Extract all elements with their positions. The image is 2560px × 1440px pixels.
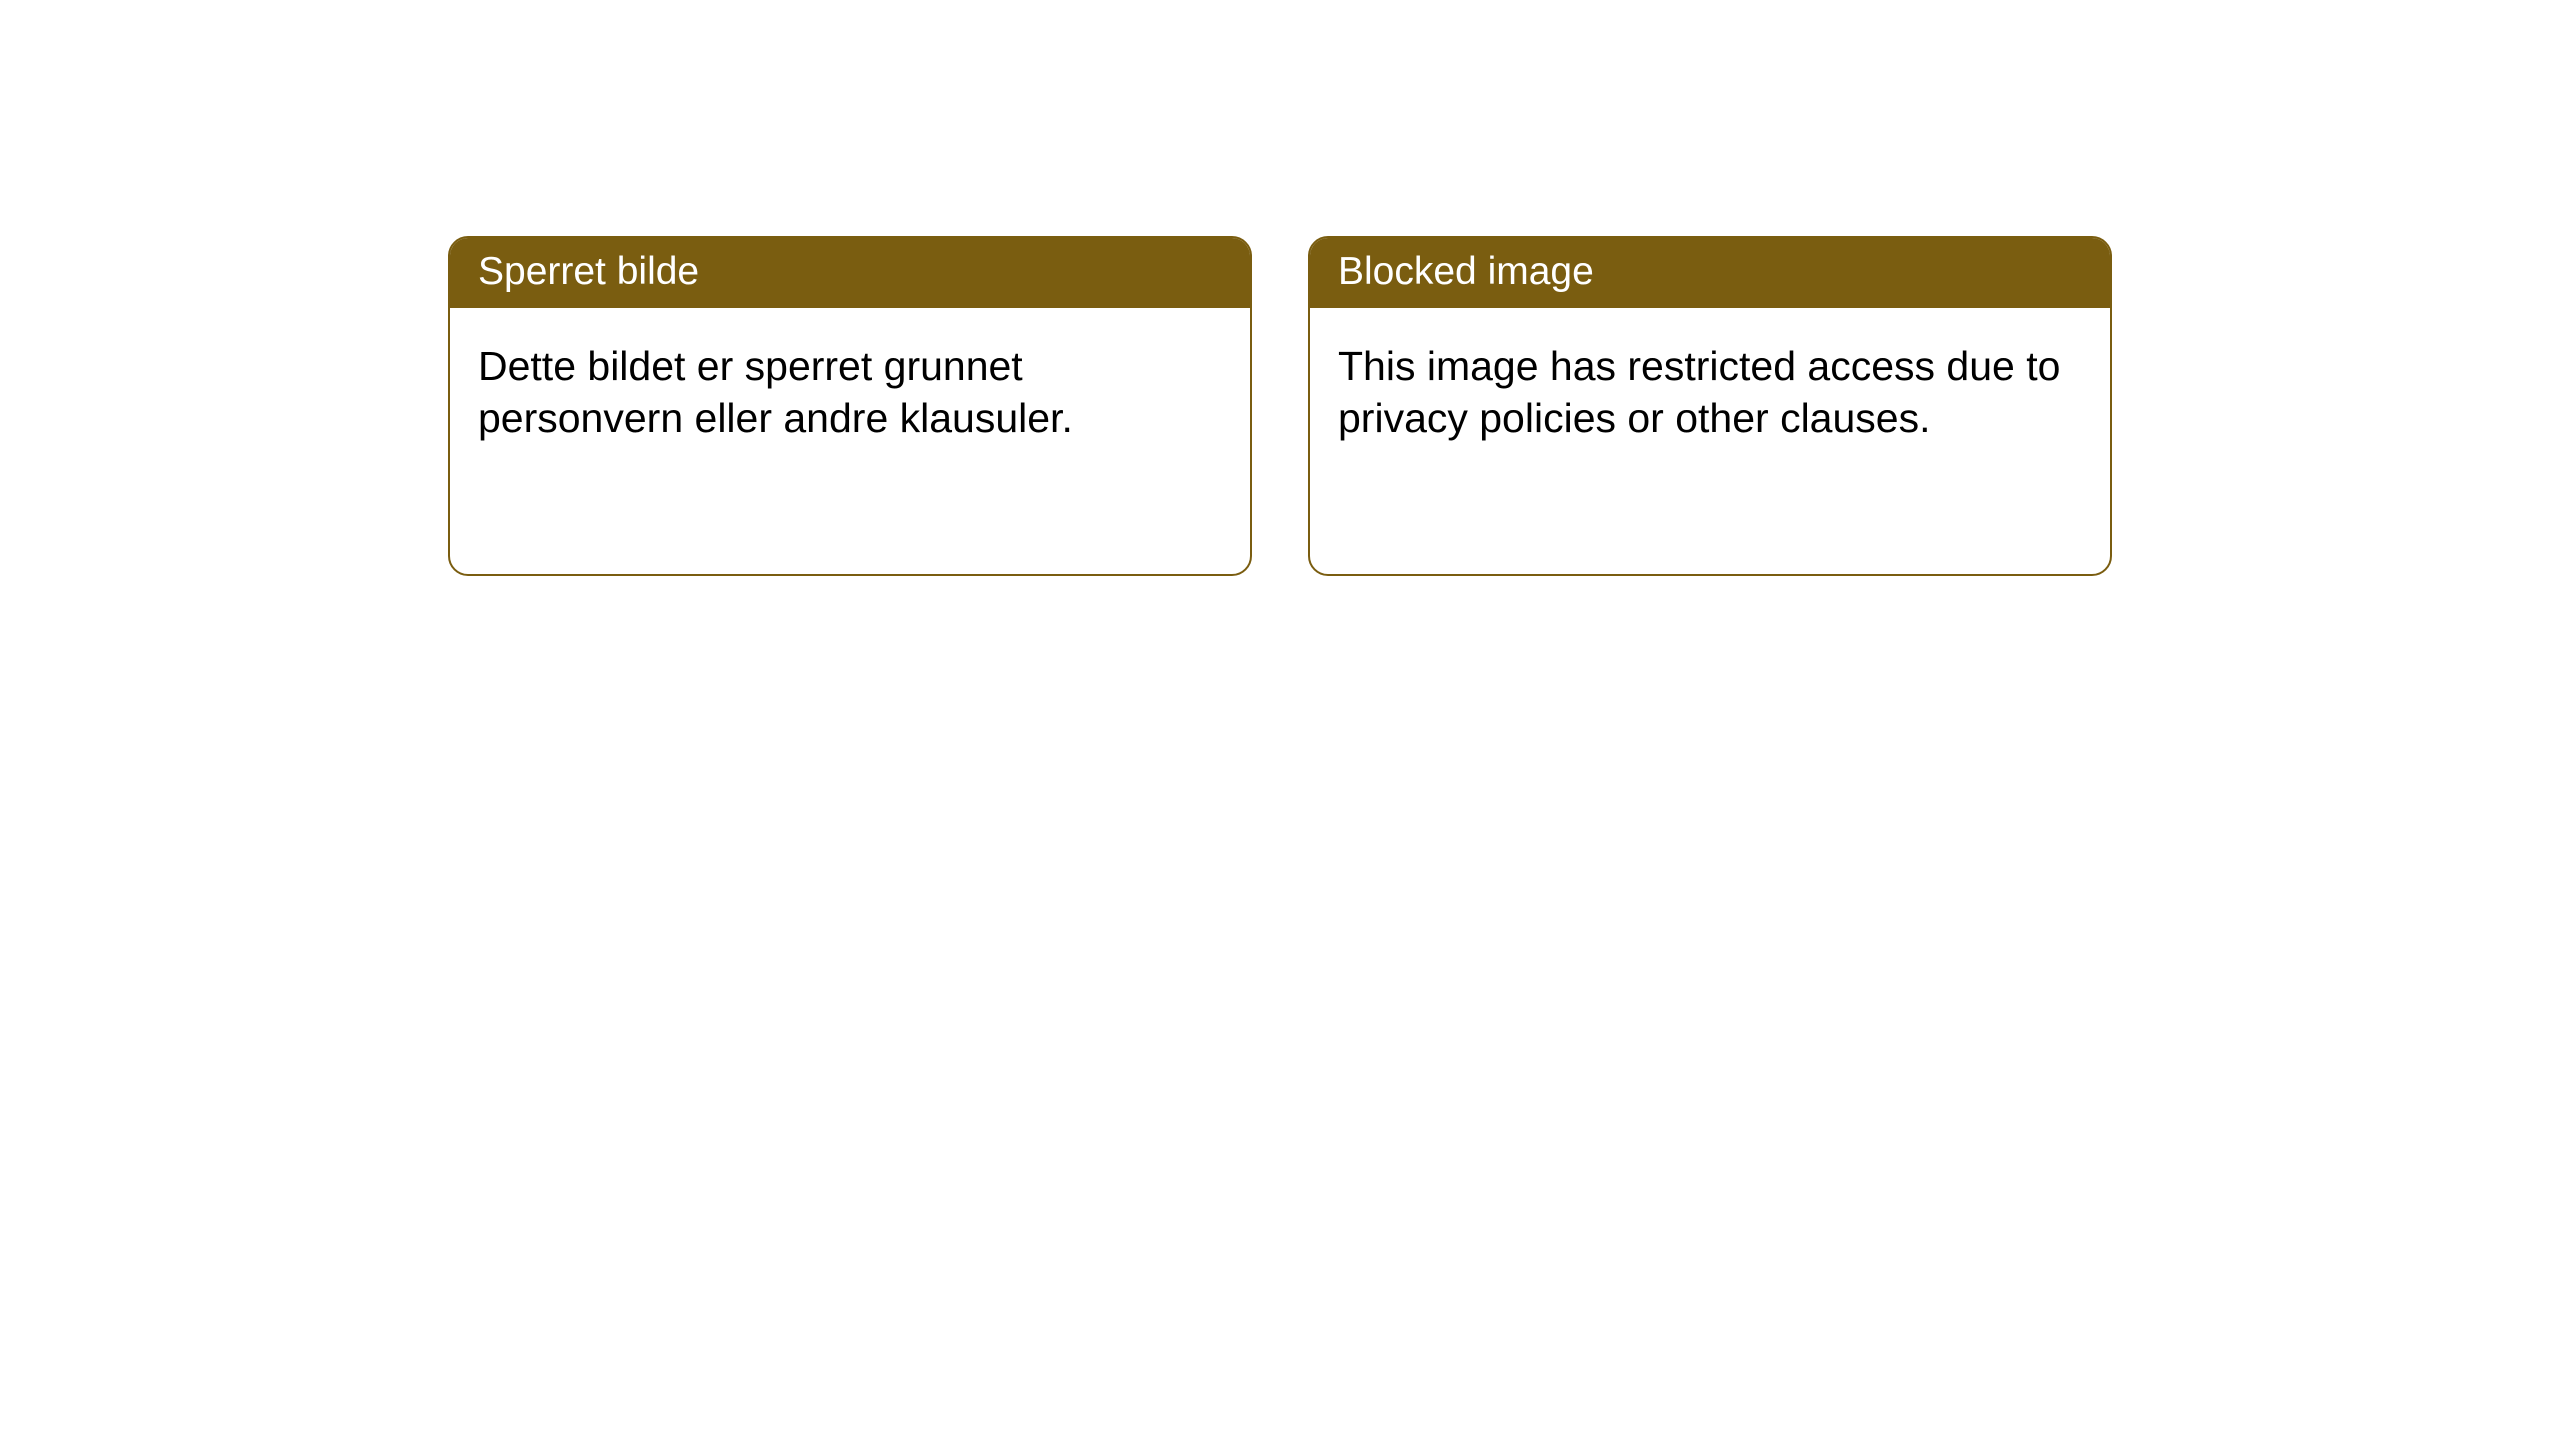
card-text-english: This image has restricted access due to … bbox=[1338, 343, 2060, 441]
card-body-english: This image has restricted access due to … bbox=[1310, 308, 2110, 477]
card-header-norwegian: Sperret bilde bbox=[450, 238, 1250, 308]
card-title-norwegian: Sperret bilde bbox=[478, 250, 699, 293]
card-body-norwegian: Dette bildet er sperret grunnet personve… bbox=[450, 308, 1250, 477]
notice-card-norwegian: Sperret bilde Dette bildet er sperret gr… bbox=[448, 236, 1252, 576]
card-header-english: Blocked image bbox=[1310, 238, 2110, 308]
card-text-norwegian: Dette bildet er sperret grunnet personve… bbox=[478, 343, 1073, 441]
card-title-english: Blocked image bbox=[1338, 250, 1594, 293]
notice-container: Sperret bilde Dette bildet er sperret gr… bbox=[0, 0, 2560, 576]
notice-card-english: Blocked image This image has restricted … bbox=[1308, 236, 2112, 576]
